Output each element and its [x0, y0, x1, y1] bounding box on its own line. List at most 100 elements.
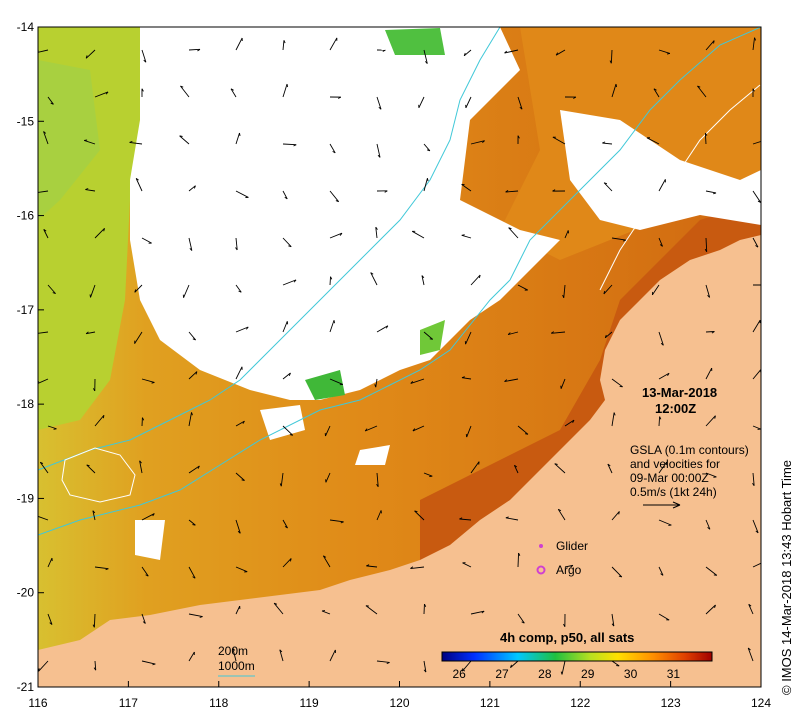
velocity-arrow [322, 555, 331, 568]
velocity-arrow-head [713, 192, 717, 195]
velocity-arrow [183, 284, 190, 298]
velocity-arrow-head [38, 668, 40, 672]
velocity-arrow [418, 96, 425, 109]
velocity-arrow [376, 660, 390, 663]
lon-tick-label: 119 [300, 696, 319, 710]
velocity-arrow-head [288, 245, 292, 248]
velocity-arrow [747, 647, 754, 662]
velocity-arrow [188, 651, 195, 662]
velocity-arrow [329, 276, 331, 286]
velocity-arrow-head [191, 412, 193, 416]
velocity-arrow-head [521, 621, 525, 624]
velocity-arrow [134, 284, 143, 293]
velocity-arrow [517, 96, 523, 110]
velocity-arrow-head [84, 139, 88, 141]
velocity-arrow [658, 237, 663, 247]
velocity-arrow-head [752, 88, 755, 92]
gsla-line-3: 09-Mar 00:00Z [630, 471, 709, 485]
velocity-arrow-head [239, 132, 241, 137]
velocity-arrow [658, 49, 671, 54]
velocity-arrow [139, 460, 143, 474]
velocity-arrow-head [478, 274, 481, 279]
velocity-arrow-head [714, 415, 716, 419]
velocity-arrow-head [426, 149, 431, 152]
velocity-arrow [282, 190, 288, 200]
velocity-arrow-head [562, 294, 565, 298]
velocity-arrow [505, 517, 519, 521]
velocity-arrow-head [552, 189, 556, 192]
isobath-1000m [38, 27, 761, 536]
velocity-arrow-head [704, 132, 708, 136]
velocity-arrow [412, 425, 425, 432]
velocity-arrow [603, 284, 613, 295]
velocity-arrow-head [461, 376, 465, 379]
velocity-arrow-head [714, 604, 716, 608]
velocity-arrow [376, 325, 389, 333]
velocity-arrow-head [293, 279, 297, 283]
velocity-arrow-head [378, 106, 382, 110]
lon-tick-label: 120 [389, 696, 409, 710]
velocity-arrow-head [386, 662, 390, 664]
velocity-arrow [376, 143, 381, 158]
velocity-arrow [282, 279, 297, 286]
velocity-arrow-head [412, 428, 416, 432]
velocity-arrow-head [289, 558, 292, 562]
velocity-arrow [705, 519, 711, 530]
velocity-arrow-head [246, 326, 249, 330]
velocity-arrow [465, 96, 472, 109]
gsla-contour [61, 447, 136, 503]
velocity-arrow-head [653, 88, 657, 91]
velocity-arrow [705, 40, 715, 51]
velocity-arrow [188, 613, 203, 618]
velocity-arrow [47, 613, 53, 625]
velocity-arrow-head [330, 276, 333, 280]
velocity-arrow [141, 378, 155, 383]
velocity-arrow-head [52, 292, 56, 295]
velocity-arrows [38, 37, 761, 675]
velocity-arrow [366, 565, 378, 568]
velocity-arrow-head [192, 524, 196, 526]
velocity-arrow-head [704, 248, 708, 252]
velocity-arrow-head [518, 552, 521, 556]
velocity-arrow-head [237, 530, 241, 534]
velocity-arrow [282, 40, 285, 51]
velocity-arrow [752, 140, 761, 145]
velocity-arrow [705, 284, 711, 298]
velocity-arrow [141, 49, 147, 63]
velocity-arrow-head [85, 55, 88, 59]
velocity-arrow [188, 465, 200, 474]
lon-tick-label: 116 [28, 696, 47, 710]
velocity-arrow-head [189, 248, 193, 251]
velocity-arrow [611, 566, 623, 578]
velocity-arrow [517, 553, 520, 568]
velocity-arrow-head [40, 461, 44, 464]
velocity-arrow-head [707, 294, 710, 298]
velocity-arrow-head [755, 245, 759, 248]
velocity-arrow [235, 190, 249, 198]
velocity-arrow-head [618, 511, 620, 515]
velocity-arrow-head [335, 200, 339, 203]
velocity-arrow [365, 605, 378, 615]
velocity-arrow [329, 232, 343, 239]
velocity-arrow [563, 284, 566, 298]
velocity-arrow [465, 331, 472, 345]
velocity-arrow-head [505, 516, 509, 519]
velocity-arrow [375, 378, 378, 388]
velocity-arrow-head [49, 622, 53, 625]
velocity-arrow [188, 237, 193, 251]
velocity-arrow-head [711, 331, 715, 334]
velocity-arrow-head [659, 416, 662, 420]
velocity-arrow [329, 649, 336, 662]
velocity-arrow [376, 510, 382, 521]
velocity-arrow [39, 462, 49, 474]
velocity-arrow-head [85, 331, 89, 335]
velocity-arrow [611, 613, 615, 627]
velocity-arrow [141, 237, 152, 244]
velocity-arrow [282, 83, 288, 98]
velocity-arrow-head [102, 415, 105, 419]
velocity-arrow-head [192, 338, 196, 341]
velocity-arrow [752, 472, 755, 486]
velocity-arrow [93, 613, 96, 628]
velocity-arrow-head [385, 325, 389, 329]
velocity-arrow [321, 610, 331, 615]
